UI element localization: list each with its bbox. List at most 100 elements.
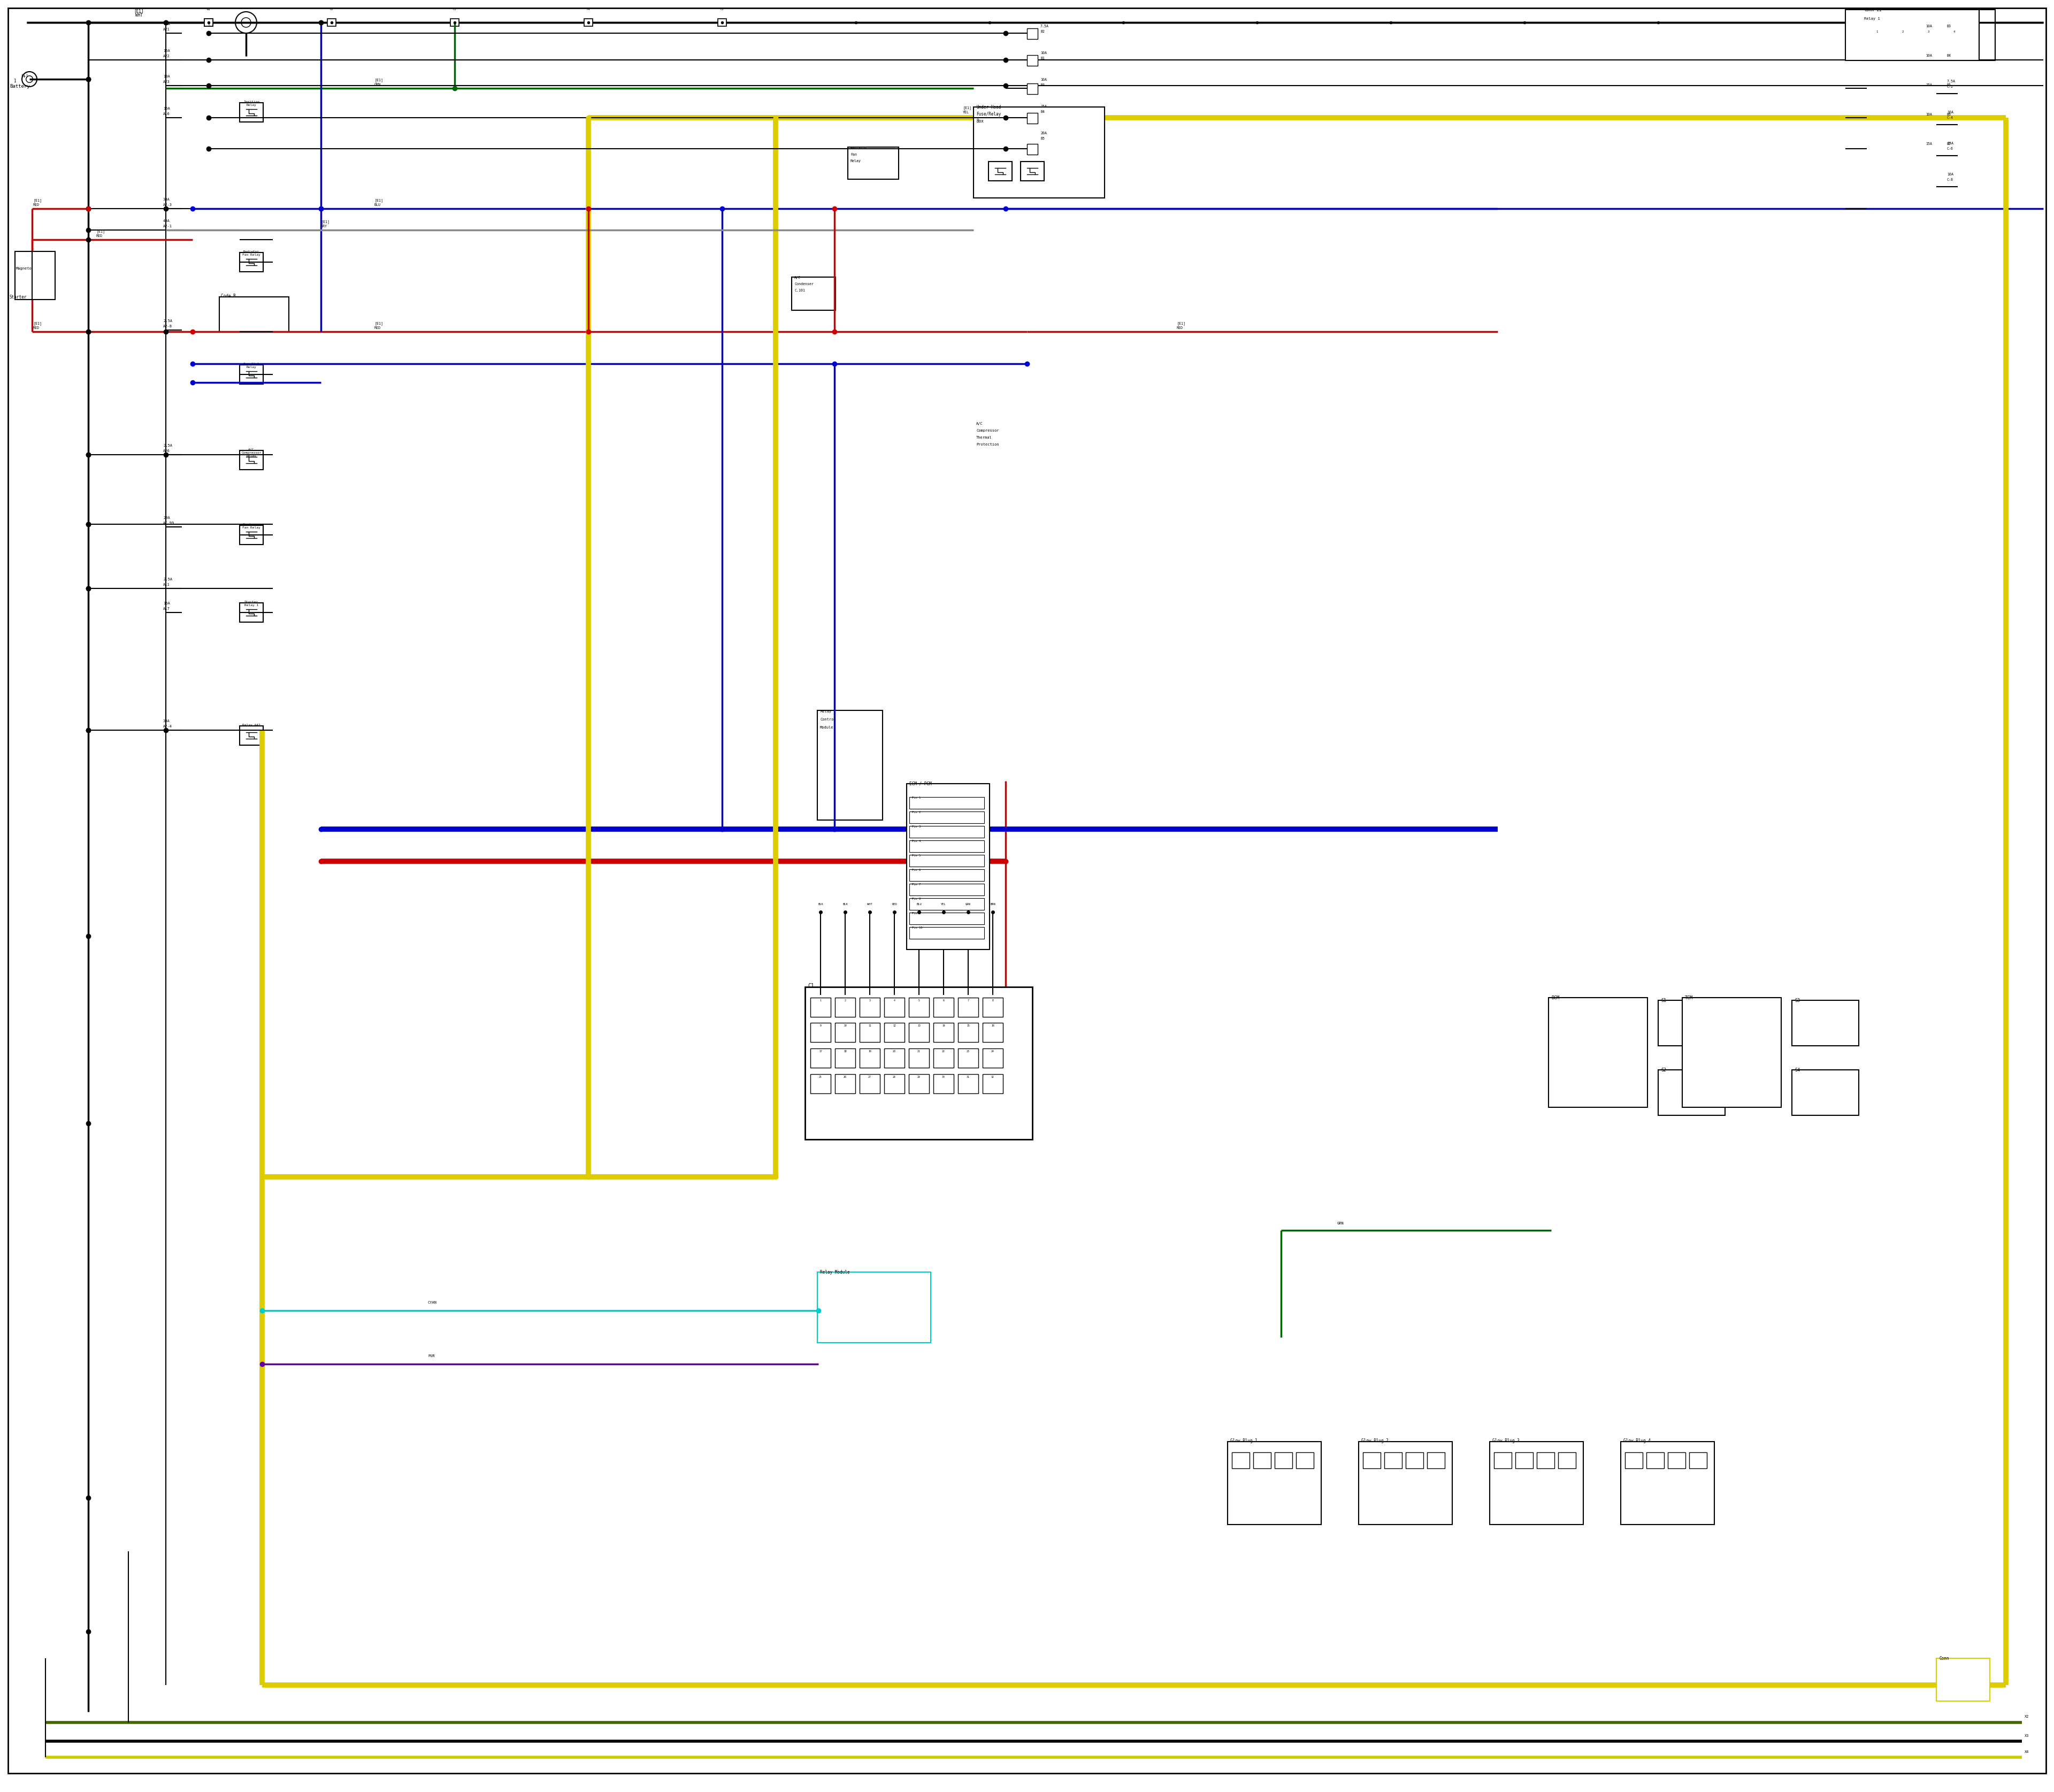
Bar: [1027, 113, 1037, 124]
Bar: [811, 998, 830, 1016]
Text: 16A: 16A: [162, 23, 170, 25]
Text: 14: 14: [943, 1025, 945, 1027]
Bar: [817, 710, 883, 821]
Bar: [1688, 1452, 1707, 1468]
Text: 12: 12: [893, 1025, 896, 1027]
Bar: [1918, 27, 1939, 43]
Bar: [1861, 9, 1994, 61]
Text: 23: 23: [967, 1050, 969, 1052]
Bar: [1428, 1452, 1444, 1468]
Text: Glow Plug 2: Glow Plug 2: [1362, 1439, 1389, 1443]
Bar: [1867, 27, 1888, 43]
Text: A2-8: A2-8: [162, 324, 173, 328]
Bar: [240, 253, 263, 272]
Text: Ignition
Relay: Ignition Relay: [242, 100, 259, 106]
Text: 7.5A: 7.5A: [1041, 25, 1050, 29]
Text: Pin 9: Pin 9: [912, 912, 920, 914]
Text: BLU: BLU: [374, 202, 380, 206]
Bar: [1549, 998, 1647, 1107]
Text: [E1]: [E1]: [33, 199, 41, 202]
Text: B4: B4: [1041, 109, 1045, 113]
Text: 10A: 10A: [1041, 79, 1048, 81]
Text: 30A: 30A: [162, 197, 170, 201]
Bar: [883, 998, 904, 1016]
Text: T3: T3: [452, 7, 456, 11]
Text: 10A: 10A: [1041, 52, 1048, 54]
Bar: [883, 1023, 904, 1041]
Text: 15A: 15A: [1947, 142, 1953, 145]
Text: B7: B7: [1947, 142, 1951, 145]
Bar: [1358, 1441, 1452, 1525]
Bar: [1276, 1452, 1292, 1468]
Bar: [240, 525, 263, 545]
Text: 15A: 15A: [162, 602, 170, 606]
Bar: [240, 726, 263, 745]
Text: 11: 11: [869, 1025, 871, 1027]
Bar: [836, 1073, 854, 1093]
Text: Condenser: Condenser: [795, 283, 813, 285]
Text: Box: Box: [976, 118, 984, 124]
Text: 10A: 10A: [1947, 172, 1953, 176]
Text: YEL: YEL: [941, 903, 947, 905]
Bar: [1943, 27, 1964, 43]
Bar: [982, 1023, 1002, 1041]
Text: YEL: YEL: [963, 111, 969, 115]
Bar: [811, 1048, 830, 1068]
Text: A16: A16: [162, 113, 170, 115]
Bar: [982, 1073, 1002, 1093]
Text: Pin 4: Pin 4: [912, 840, 920, 842]
Text: Pin 6: Pin 6: [912, 869, 920, 871]
Text: Under-Hood: Under-Hood: [976, 106, 1000, 109]
Bar: [1668, 1452, 1686, 1468]
Bar: [1559, 1452, 1575, 1468]
Text: BLK: BLK: [842, 903, 848, 905]
Bar: [1253, 1452, 1271, 1468]
Bar: [1027, 29, 1037, 39]
Text: 32: 32: [992, 1075, 994, 1079]
Text: RED: RED: [374, 326, 380, 330]
Text: [E1]: [E1]: [374, 199, 382, 202]
Text: A2-1: A2-1: [162, 224, 173, 228]
Text: 19: 19: [869, 1050, 871, 1052]
Text: Magneto: Magneto: [16, 267, 33, 271]
Bar: [883, 1073, 904, 1093]
Text: 21: 21: [918, 1050, 920, 1052]
Text: 20A: 20A: [1041, 131, 1048, 134]
Bar: [1489, 1441, 1584, 1525]
Bar: [910, 840, 984, 853]
Text: C.101: C.101: [795, 289, 805, 292]
Text: B1: B1: [1041, 57, 1045, 59]
Text: Module: Module: [820, 726, 834, 729]
Text: Pin 8: Pin 8: [912, 898, 920, 900]
Bar: [974, 108, 1105, 197]
Text: C1: C1: [807, 984, 813, 989]
Text: Relay: Relay: [850, 159, 861, 163]
Bar: [982, 998, 1002, 1016]
Bar: [906, 783, 990, 950]
Bar: [811, 1073, 830, 1093]
Text: Starter
Relay 1: Starter Relay 1: [244, 600, 259, 606]
Text: Pin 7: Pin 7: [912, 883, 920, 885]
Text: 25: 25: [820, 1075, 822, 1079]
Bar: [1536, 1452, 1555, 1468]
Bar: [1228, 1441, 1321, 1525]
Text: X4: X4: [2025, 1751, 2029, 1754]
Text: [E1]: [E1]: [320, 220, 329, 224]
Text: B3: B3: [1947, 25, 1951, 29]
Text: B5: B5: [1947, 84, 1951, 86]
Bar: [957, 1048, 978, 1068]
Text: A2-3: A2-3: [162, 202, 173, 206]
Text: A/C: A/C: [795, 276, 801, 280]
Text: 15A: 15A: [162, 48, 170, 52]
Bar: [933, 1023, 953, 1041]
Text: Glow Plug 3: Glow Plug 3: [1493, 1439, 1520, 1443]
Text: GRY: GRY: [320, 224, 327, 228]
Text: 15A: 15A: [162, 108, 170, 109]
Text: 30: 30: [943, 1075, 945, 1079]
Bar: [859, 1048, 879, 1068]
Bar: [1021, 161, 1043, 181]
Bar: [240, 366, 263, 383]
Text: C-4: C-4: [1947, 116, 1953, 120]
Text: TCM: TCM: [1684, 996, 1692, 1000]
Text: A22: A22: [162, 54, 170, 57]
